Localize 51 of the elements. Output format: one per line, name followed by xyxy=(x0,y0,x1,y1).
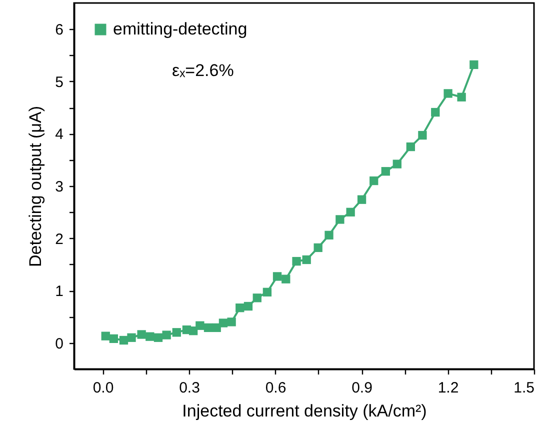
y-axis-title: Detecting output (μA) xyxy=(26,106,46,267)
y-tick-label: 2 xyxy=(55,230,64,248)
x-tick-label: 0.6 xyxy=(265,380,286,396)
point xyxy=(314,243,322,252)
point xyxy=(346,208,355,216)
point xyxy=(370,176,378,186)
point xyxy=(444,89,452,98)
x-tick-label: 0.0 xyxy=(92,380,114,396)
legend-label: emitting-detecting xyxy=(113,20,248,38)
point xyxy=(324,230,334,240)
x-tick-label: 1.2 xyxy=(438,380,459,396)
point xyxy=(406,142,415,152)
x-tick-label: 0.3 xyxy=(179,380,200,396)
point xyxy=(418,130,427,140)
point xyxy=(357,195,366,204)
point xyxy=(172,328,181,337)
point xyxy=(162,330,171,340)
y-tick-label: 4 xyxy=(55,126,64,144)
point xyxy=(154,333,163,342)
annotation: εₓ=2.6% xyxy=(172,61,234,80)
y-tick-label: 1 xyxy=(55,283,64,300)
point xyxy=(302,255,311,264)
y-tick-label: 0 xyxy=(55,335,64,352)
point xyxy=(137,330,146,339)
x-axis-title: Injected current density (kA/cm²) xyxy=(182,402,427,420)
point xyxy=(204,323,213,332)
point xyxy=(236,303,244,312)
point xyxy=(252,294,262,302)
point xyxy=(109,334,118,344)
point xyxy=(292,256,301,266)
point xyxy=(262,288,272,296)
y-tick-label: 3 xyxy=(55,178,64,196)
y-tick-label: 5 xyxy=(55,74,64,91)
point xyxy=(101,332,110,340)
point xyxy=(457,92,466,102)
x-tick-label: 1.5 xyxy=(514,380,534,396)
y-tick-label: 6 xyxy=(55,22,64,39)
point xyxy=(127,333,136,342)
point xyxy=(392,160,402,168)
point xyxy=(336,215,344,224)
point xyxy=(431,108,440,117)
x-tick-label: 0.9 xyxy=(352,380,372,396)
point xyxy=(272,272,282,281)
point xyxy=(470,60,478,70)
point xyxy=(244,302,253,311)
point xyxy=(196,321,204,330)
point xyxy=(218,318,228,328)
point xyxy=(227,318,236,326)
point xyxy=(381,167,390,176)
point xyxy=(282,274,290,284)
point xyxy=(146,332,154,341)
